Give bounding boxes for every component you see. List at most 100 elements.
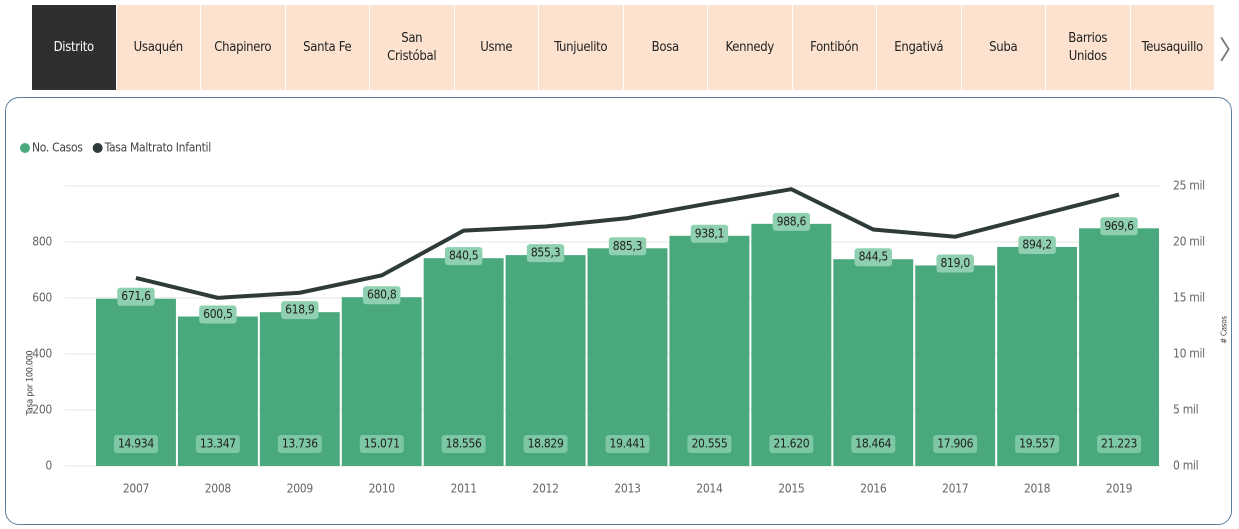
bar-label: 21.620: [773, 437, 809, 451]
tab[interactable]: Santa Fe: [285, 5, 370, 90]
line-label: 844,5: [859, 250, 888, 264]
tab[interactable]: Usaquén: [116, 5, 201, 90]
y2-tick-label: 5 mil: [1173, 403, 1198, 417]
x-tick-label: 2012: [532, 482, 558, 496]
bar-label: 13.736: [282, 437, 318, 451]
y2-tick-label: 15 mil: [1173, 291, 1205, 305]
line-label-box: [608, 237, 647, 256]
bar: [997, 246, 1078, 466]
line-label: 819,0: [940, 256, 970, 270]
line-label-box: [281, 301, 319, 320]
y2-tick-label: 10 mil: [1173, 347, 1205, 361]
line-label: 969,6: [1104, 219, 1134, 233]
line-label-box: [1018, 235, 1056, 254]
x-tick-label: 2016: [860, 482, 887, 496]
y2-tick-label: 0 mil: [1173, 459, 1198, 473]
line-label: 618,9: [285, 303, 315, 317]
line-label: 894,2: [1022, 237, 1051, 251]
tab[interactable]: Fontibón: [792, 5, 877, 90]
line-label-box: [854, 248, 892, 267]
line-label-box: [526, 244, 565, 263]
bar: [751, 223, 832, 466]
bar-label-box: [605, 435, 650, 453]
bar-label-box: [523, 435, 568, 453]
y2-tick-label: 20 mil: [1173, 235, 1205, 249]
line-label: 671,6: [121, 289, 151, 303]
line-label-box: [772, 212, 811, 231]
tab[interactable]: Chapinero: [201, 5, 286, 90]
bar-label: 18.556: [446, 437, 482, 451]
legend-label: Tasa Maltrato Infantil: [104, 141, 211, 155]
x-tick-label: 2010: [369, 482, 396, 496]
line-label: 855,3: [531, 246, 560, 260]
y-tick-label: 400: [32, 347, 52, 361]
line-label-box: [1100, 217, 1138, 236]
y-tick-label: 600: [32, 291, 52, 305]
bar-label-box: [933, 435, 978, 453]
line-label: 680,8: [367, 288, 397, 302]
x-tick-label: 2011: [451, 482, 477, 496]
bar-label-box: [113, 435, 158, 453]
line-label-box: [363, 286, 401, 305]
line-label-box: [199, 305, 237, 324]
legend-marker: [20, 143, 30, 153]
line: [135, 187, 1120, 300]
x-tick-label: 2018: [1024, 482, 1051, 496]
y2-axis-label: # Casos: [1220, 316, 1229, 344]
tab[interactable]: Engativá: [877, 5, 962, 90]
tab[interactable]: Kennedy: [708, 5, 793, 90]
bar: [833, 259, 914, 466]
next-arrow[interactable]: 〉: [1219, 30, 1239, 67]
line-label-box: [117, 287, 155, 306]
y-axis-label: Tasa por 100.000: [26, 350, 36, 416]
x-tick-label: 2008: [205, 482, 232, 496]
bar-label: 19.557: [1019, 437, 1055, 451]
tab[interactable]: Bosa: [623, 5, 708, 90]
line-label-box: [690, 224, 729, 243]
legend-label: No. Casos: [32, 141, 83, 155]
bar-label: 17.906: [937, 437, 973, 451]
x-tick-label: 2017: [942, 482, 968, 496]
x-tick-label: 2007: [123, 482, 149, 496]
bar-label: 13.347: [200, 437, 236, 451]
bar-label-box: [687, 435, 732, 453]
tab[interactable]: Usme: [454, 5, 539, 90]
tab[interactable]: Suba: [961, 5, 1046, 90]
y-tick-label: 800: [32, 235, 52, 249]
line-label-box: [444, 247, 483, 266]
bar-label: 14.934: [118, 437, 154, 451]
y-tick-label: 200: [32, 403, 52, 417]
legend-marker: [92, 143, 103, 153]
x-tick-label: 2013: [614, 482, 640, 496]
bar: [1079, 228, 1159, 466]
bar-label: 18.829: [528, 437, 564, 451]
bar-label-box: [769, 435, 814, 453]
bar-label: 18.464: [855, 437, 891, 451]
tab[interactable]: Tunjuelito: [539, 5, 624, 90]
y-tick-label: 0: [45, 459, 52, 473]
x-tick-label: 2009: [287, 482, 314, 496]
line-label: 600,5: [203, 307, 232, 321]
tab-bar: Distrito Usaquén Chapinero Santa Fe San Cris…: [32, 5, 1215, 90]
tab[interactable]: Teusaquillo: [1130, 5, 1215, 90]
bar-label-box: [1015, 435, 1060, 453]
bar: [915, 265, 996, 466]
x-tick-label: 2014: [696, 482, 723, 496]
bar-label-box: [359, 435, 404, 453]
tab[interactable]: Distrito: [32, 5, 117, 90]
tab[interactable]: San Cristóbal: [370, 5, 455, 90]
y2-tick-label: 25 mil: [1173, 179, 1205, 193]
bar: [505, 255, 586, 466]
bar-label-box: [195, 435, 240, 453]
line-label: 885,3: [613, 239, 642, 253]
line-label: 938,1: [695, 226, 724, 240]
bar-label: 21.223: [1101, 437, 1137, 451]
tab[interactable]: Barrios Unidos: [1046, 5, 1131, 90]
line-label-box: [936, 254, 974, 273]
bar: [669, 235, 750, 466]
x-tick-label: 2015: [778, 482, 804, 496]
bar: [587, 248, 668, 466]
bar-label-box: [1097, 435, 1142, 453]
